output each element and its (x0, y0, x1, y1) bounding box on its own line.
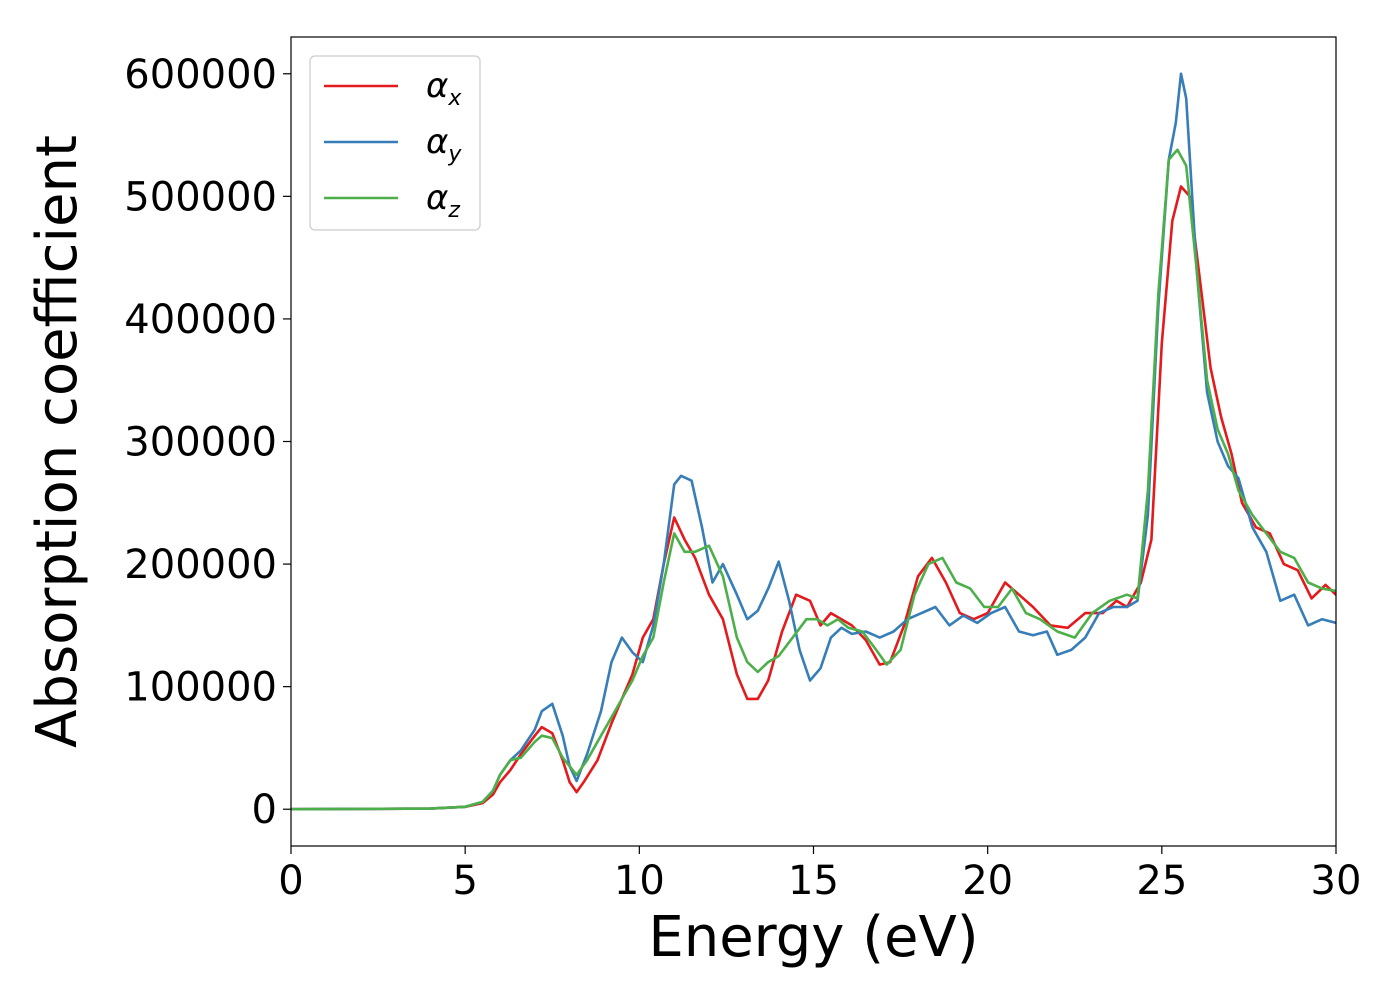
y-axis-ticks: 0 100000 200000 300000 400000 500000 600000 (124, 52, 291, 833)
legend-label-alpha-z: αz (426, 178, 460, 223)
y-tick-label: 200000 (124, 542, 277, 588)
x-tick-label: 10 (614, 858, 665, 904)
series-layer (291, 72, 1336, 811)
legend: αx αy αz (309, 55, 481, 231)
y-tick-label: 0 (252, 787, 277, 833)
x-tick-label: 25 (1136, 858, 1187, 904)
y-axis-title: Absorption coefficient (25, 135, 90, 748)
x-tick-label: 20 (962, 858, 1013, 904)
x-axis-title: Energy (eV) (648, 905, 978, 970)
x-tick-label: 0 (278, 858, 303, 904)
x-tick-label: 15 (788, 858, 839, 904)
series-line-alpha-z (291, 148, 1336, 811)
y-tick-label: 400000 (124, 297, 277, 343)
x-axis-ticks: 0 5 10 15 20 25 30 (278, 846, 1361, 904)
y-tick-label: 600000 (124, 52, 277, 98)
y-tick-label: 500000 (124, 174, 277, 220)
y-tick-label: 100000 (124, 665, 277, 711)
legend-label-alpha-y: αy (426, 122, 462, 167)
x-tick-label: 30 (1311, 858, 1362, 904)
series-line-alpha-x (291, 185, 1336, 811)
series-line-alpha-y (291, 72, 1336, 811)
y-tick-label: 300000 (124, 420, 277, 466)
legend-label-alpha-x: αx (426, 66, 462, 111)
x-tick-label: 5 (452, 858, 477, 904)
